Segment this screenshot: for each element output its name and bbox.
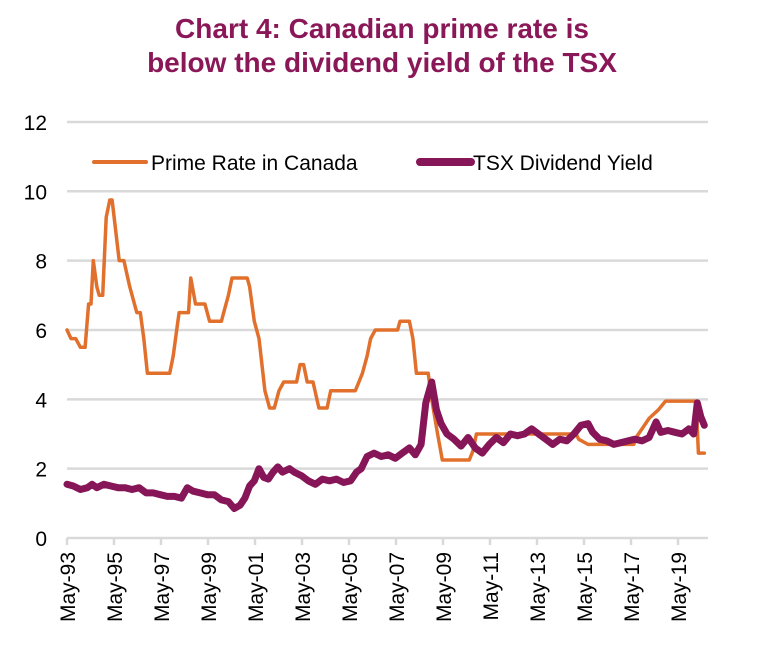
y-axis: 0 2 4 6 8 10 12 — [24, 112, 48, 551]
x-axis: May-93 May-95 May-97 May-99 May-01 May-03 May-… — [57, 536, 708, 622]
x-tick-label: May-11 — [480, 552, 503, 620]
x-tick-label: May-17 — [621, 552, 644, 622]
x-tick-label: May-19 — [668, 552, 691, 622]
x-tick-label: May-01 — [245, 552, 268, 622]
legend-label-tsx-yield: TSX Dividend Yield — [473, 152, 653, 175]
chart-title: Chart 4: Canadian prime rate is below th… — [0, 12, 764, 80]
x-tick-label: May-09 — [433, 552, 456, 622]
x-tick-label: May-95 — [104, 552, 127, 622]
legend-label-prime-rate: Prime Rate in Canada — [151, 152, 358, 175]
y-tick-label: 4 — [35, 389, 47, 412]
x-tick-label: May-07 — [386, 552, 409, 622]
x-tick-label: May-15 — [574, 552, 597, 622]
y-tick-label: 10 — [24, 181, 47, 204]
y-tick-label: 0 — [35, 528, 47, 551]
series-lines — [63, 198, 708, 512]
chart-title-line-1: Chart 4: Canadian prime rate is — [175, 13, 589, 44]
y-tick-label: 12 — [24, 112, 47, 135]
x-tick-label: May-93 — [57, 552, 80, 622]
x-tick-label: May-13 — [527, 552, 550, 622]
legend: Prime Rate in Canada TSX Dividend Yield — [92, 152, 653, 175]
series-line-prime-rate — [65, 198, 707, 462]
x-tick-label: May-99 — [198, 552, 221, 622]
x-tick-label: May-97 — [151, 552, 174, 622]
y-tick-label: 8 — [35, 251, 47, 274]
x-tick-label: May-05 — [339, 552, 362, 622]
series-line-tsx-yield — [63, 378, 708, 512]
y-tick-label: 6 — [35, 320, 47, 343]
y-tick-label: 2 — [35, 459, 47, 482]
chart-title-line-2: below the dividend yield of the TSX — [147, 47, 617, 78]
x-tick-label: May-03 — [292, 552, 315, 622]
